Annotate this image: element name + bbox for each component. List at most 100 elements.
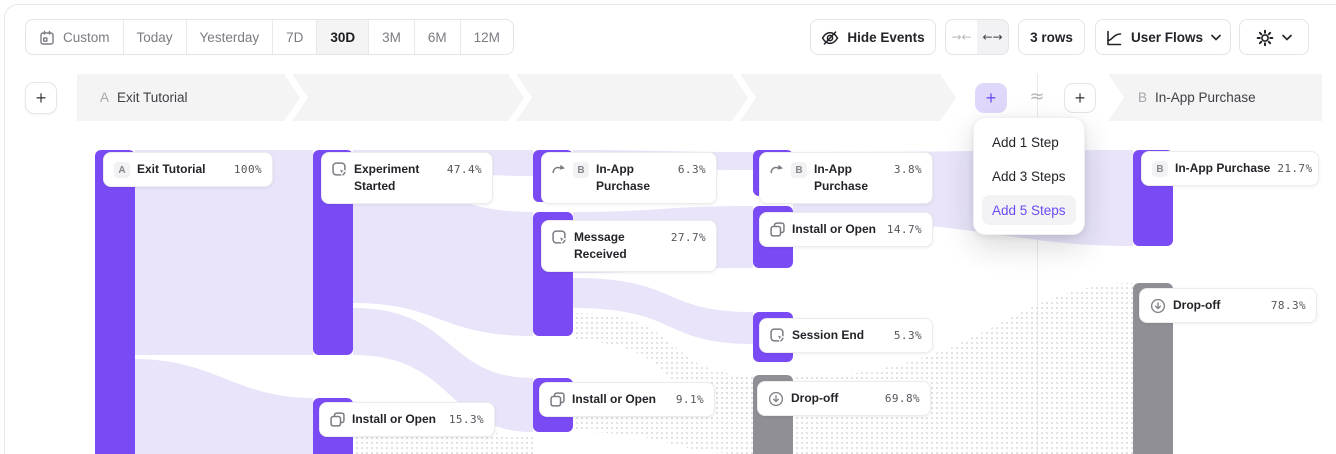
start-event-label: Exit Tutorial (117, 90, 188, 105)
approx-icon: ≈ (1029, 86, 1045, 107)
node-value: 9.1% (675, 393, 704, 406)
node-value: 5.3% (893, 329, 922, 342)
section-divider (1037, 74, 1038, 454)
date-option-30d[interactable]: 30D (317, 20, 370, 54)
event-badge: B (573, 162, 589, 178)
flow-node-card[interactable]: Experiment Started 47.4% (321, 152, 493, 204)
flow-chart-icon (1105, 29, 1123, 47)
flow-node-card-dropoff[interactable]: Drop-off 69.8% (757, 381, 931, 416)
date-option-custom[interactable]: Custom (26, 20, 124, 54)
view-selector-label: User Flows (1130, 29, 1204, 45)
flow-node-card-dropoff[interactable]: Drop-off 78.3% (1139, 288, 1317, 323)
date-option-label: 6M (427, 29, 447, 45)
date-option-label: Yesterday (199, 29, 260, 45)
add-step-after-button[interactable]: + (1064, 83, 1096, 113)
drop-off-icon (768, 391, 784, 407)
end-event-chip[interactable]: B In-App Purchase (1138, 74, 1256, 121)
date-option-12m[interactable]: 12M (461, 20, 513, 54)
flow-bar-exit-tutorial[interactable] (95, 150, 135, 454)
date-option-today[interactable]: Today (124, 20, 187, 54)
collapse-arrows-icon: →← (951, 30, 972, 44)
flow-node-card[interactable]: Message Received 27.7% (541, 220, 717, 272)
date-range-picker: Custom Today Yesterday 7D 30D 3M 6M 12M (25, 19, 514, 55)
node-value: 21.7% (1277, 162, 1313, 175)
node-value: 47.4% (446, 163, 482, 176)
date-option-label: 7D (286, 29, 304, 45)
node-label: Drop-off (1173, 298, 1221, 312)
menu-item-label: Add 1 Step (992, 134, 1059, 150)
node-label: Experiment Started (354, 162, 420, 193)
rows-button[interactable]: 3 rows (1018, 19, 1085, 55)
event-badge: B (791, 162, 807, 178)
forward-arrow-icon (770, 162, 784, 174)
forward-arrow-icon (552, 162, 566, 174)
hide-events-button[interactable]: Hide Events (810, 19, 936, 55)
install-icon (550, 392, 565, 407)
custom-event-icon (332, 162, 347, 177)
flow-node-card[interactable]: Install or Open 9.1% (539, 382, 715, 417)
flow-node-card[interactable]: Install or Open 15.3% (319, 402, 495, 437)
flow-node-card[interactable]: A Exit Tutorial 100% (103, 152, 273, 187)
date-option-label: 12M (473, 29, 500, 45)
menu-item-add-5-steps[interactable]: Add 5 Steps (982, 195, 1076, 225)
date-option-label: Today (136, 29, 173, 45)
node-label: Install or Open (572, 392, 657, 406)
node-value: 6.3% (677, 163, 706, 176)
date-option-label: Custom (63, 29, 110, 45)
view-selector-button[interactable]: User Flows (1095, 19, 1231, 55)
date-option-label: 3M (382, 29, 401, 45)
custom-event-icon (552, 230, 567, 245)
custom-event-icon (770, 328, 785, 343)
hide-events-label: Hide Events (847, 29, 925, 45)
plus-icon: + (1074, 88, 1086, 108)
node-label: Install or Open (352, 412, 437, 426)
event-badge: B (1152, 161, 1168, 177)
end-event-badge: B (1138, 90, 1148, 105)
drop-off-icon (1150, 298, 1166, 314)
rows-label: 3 rows (1030, 29, 1073, 45)
flow-node-card[interactable]: Session End 5.3% (759, 318, 933, 353)
collapse-width-button[interactable]: →← (946, 20, 977, 54)
date-option-6m[interactable]: 6M (415, 20, 461, 54)
start-event-chip[interactable]: A Exit Tutorial (100, 74, 188, 121)
eye-off-icon (821, 29, 839, 47)
node-label: Install or Open (792, 222, 877, 236)
expand-width-button[interactable]: ←→ (977, 20, 1008, 54)
menu-item-add-1-step[interactable]: Add 1 Step (982, 127, 1076, 157)
chevron-down-icon (1211, 34, 1221, 41)
node-label: Drop-off (791, 391, 839, 405)
node-value: 78.3% (1270, 299, 1306, 312)
flow-node-card[interactable]: B In-App Purchase 6.3% (541, 152, 717, 204)
install-icon (770, 222, 785, 237)
date-option-7d[interactable]: 7D (273, 20, 318, 54)
flow-node-card[interactable]: B In-App Purchase 21.7% (1141, 151, 1319, 186)
expand-arrows-icon: ←→ (982, 30, 1003, 44)
end-step-band (1108, 74, 1322, 121)
date-option-yesterday[interactable]: Yesterday (187, 20, 274, 54)
event-badge: A (114, 162, 130, 178)
add-step-between-button[interactable]: + (975, 83, 1007, 113)
node-value: 3.8% (893, 163, 922, 176)
add-steps-menu: Add 1 Step Add 3 Steps Add 5 Steps (973, 117, 1085, 235)
date-option-label: 30D (330, 29, 356, 45)
node-label: Exit Tutorial (137, 162, 206, 176)
flow-node-card[interactable]: B In-App Purchase 3.8% (759, 152, 933, 204)
node-value: 27.7% (670, 231, 706, 244)
node-value: 69.8% (884, 392, 920, 405)
flow-node-card[interactable]: Install or Open 14.7% (759, 212, 933, 247)
date-option-3m[interactable]: 3M (369, 20, 415, 54)
settings-button[interactable] (1239, 19, 1309, 55)
menu-item-add-3-steps[interactable]: Add 3 Steps (982, 161, 1076, 191)
width-toggle: →← ←→ (945, 19, 1009, 55)
add-step-before-button[interactable]: + (25, 82, 57, 114)
menu-item-label: Add 5 Steps (992, 202, 1066, 218)
node-label: Session End (792, 328, 865, 342)
node-value: 100% (233, 163, 262, 176)
start-event-badge: A (100, 90, 110, 105)
node-label: In-App Purchase (1175, 161, 1271, 175)
end-event-label: In-App Purchase (1155, 90, 1256, 105)
chevron-down-icon (1282, 34, 1292, 41)
install-icon (330, 412, 345, 427)
plus-icon: + (985, 88, 997, 108)
